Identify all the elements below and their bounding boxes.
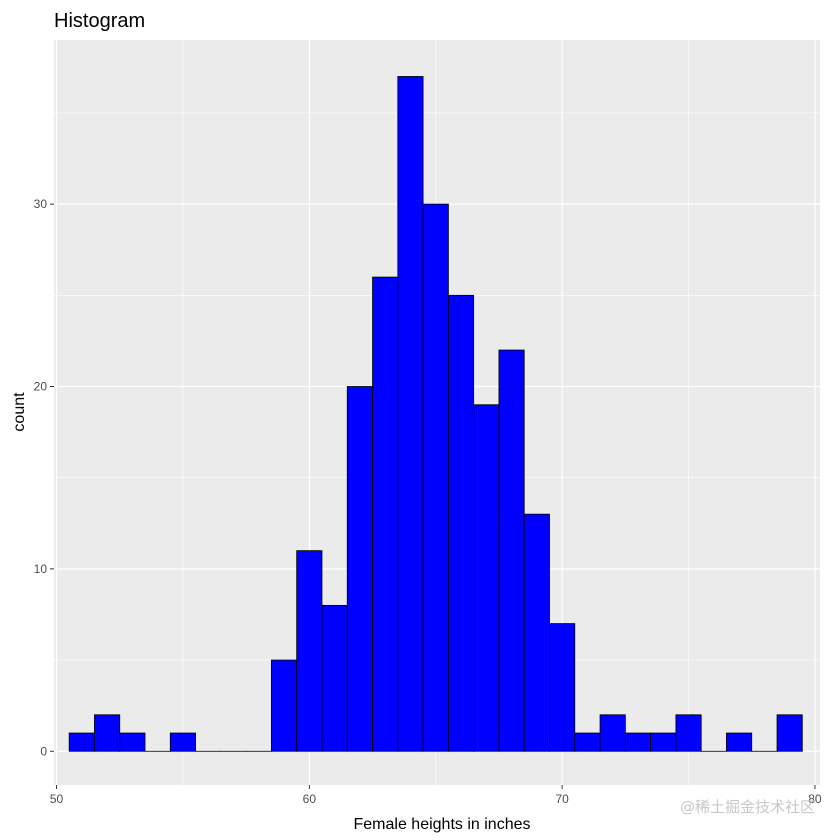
histogram-bar (119, 732, 146, 752)
histogram-bar (422, 203, 449, 752)
histogram-bar (549, 623, 576, 752)
histogram-bar (523, 513, 550, 752)
histogram-bar (397, 76, 424, 752)
histogram-bar (473, 404, 500, 752)
y-tick-label: 20 (34, 380, 48, 394)
x-tick-label: 60 (303, 792, 317, 806)
histogram-bar (574, 732, 601, 752)
x-axis-title: Female heights in inches (354, 816, 531, 833)
histogram-bar (271, 659, 298, 752)
x-axis: 50 60 70 80 (50, 785, 822, 806)
y-tick-label: 0 (40, 744, 47, 758)
histogram-bar (169, 732, 196, 752)
histogram-bar (447, 294, 475, 752)
x-tick-label: 80 (808, 792, 822, 806)
histogram-bar (68, 732, 95, 752)
histogram-bar (372, 276, 399, 752)
histogram-bar (321, 604, 348, 752)
histogram-bar (346, 386, 373, 752)
histogram-bar (498, 349, 525, 752)
histogram-bar (599, 714, 626, 752)
y-tick-label: 10 (34, 562, 48, 576)
y-axis: 0 10 20 30 (34, 197, 54, 758)
histogram-bar (624, 732, 652, 752)
y-axis-title: count (11, 392, 28, 432)
histogram-bars (68, 76, 803, 752)
histogram-bar (776, 714, 803, 752)
histogram-bar (94, 714, 121, 752)
x-tick-label: 50 (50, 792, 64, 806)
histogram-bar (726, 732, 753, 752)
histogram-bar (296, 550, 323, 752)
y-tick-label: 30 (34, 197, 48, 211)
chart-title: Histogram (54, 10, 145, 32)
histogram-bar (650, 732, 677, 752)
x-tick-label: 70 (555, 792, 569, 806)
histogram-bar (675, 714, 702, 752)
watermark-text: @稀土掘金技术社区 (680, 798, 815, 816)
